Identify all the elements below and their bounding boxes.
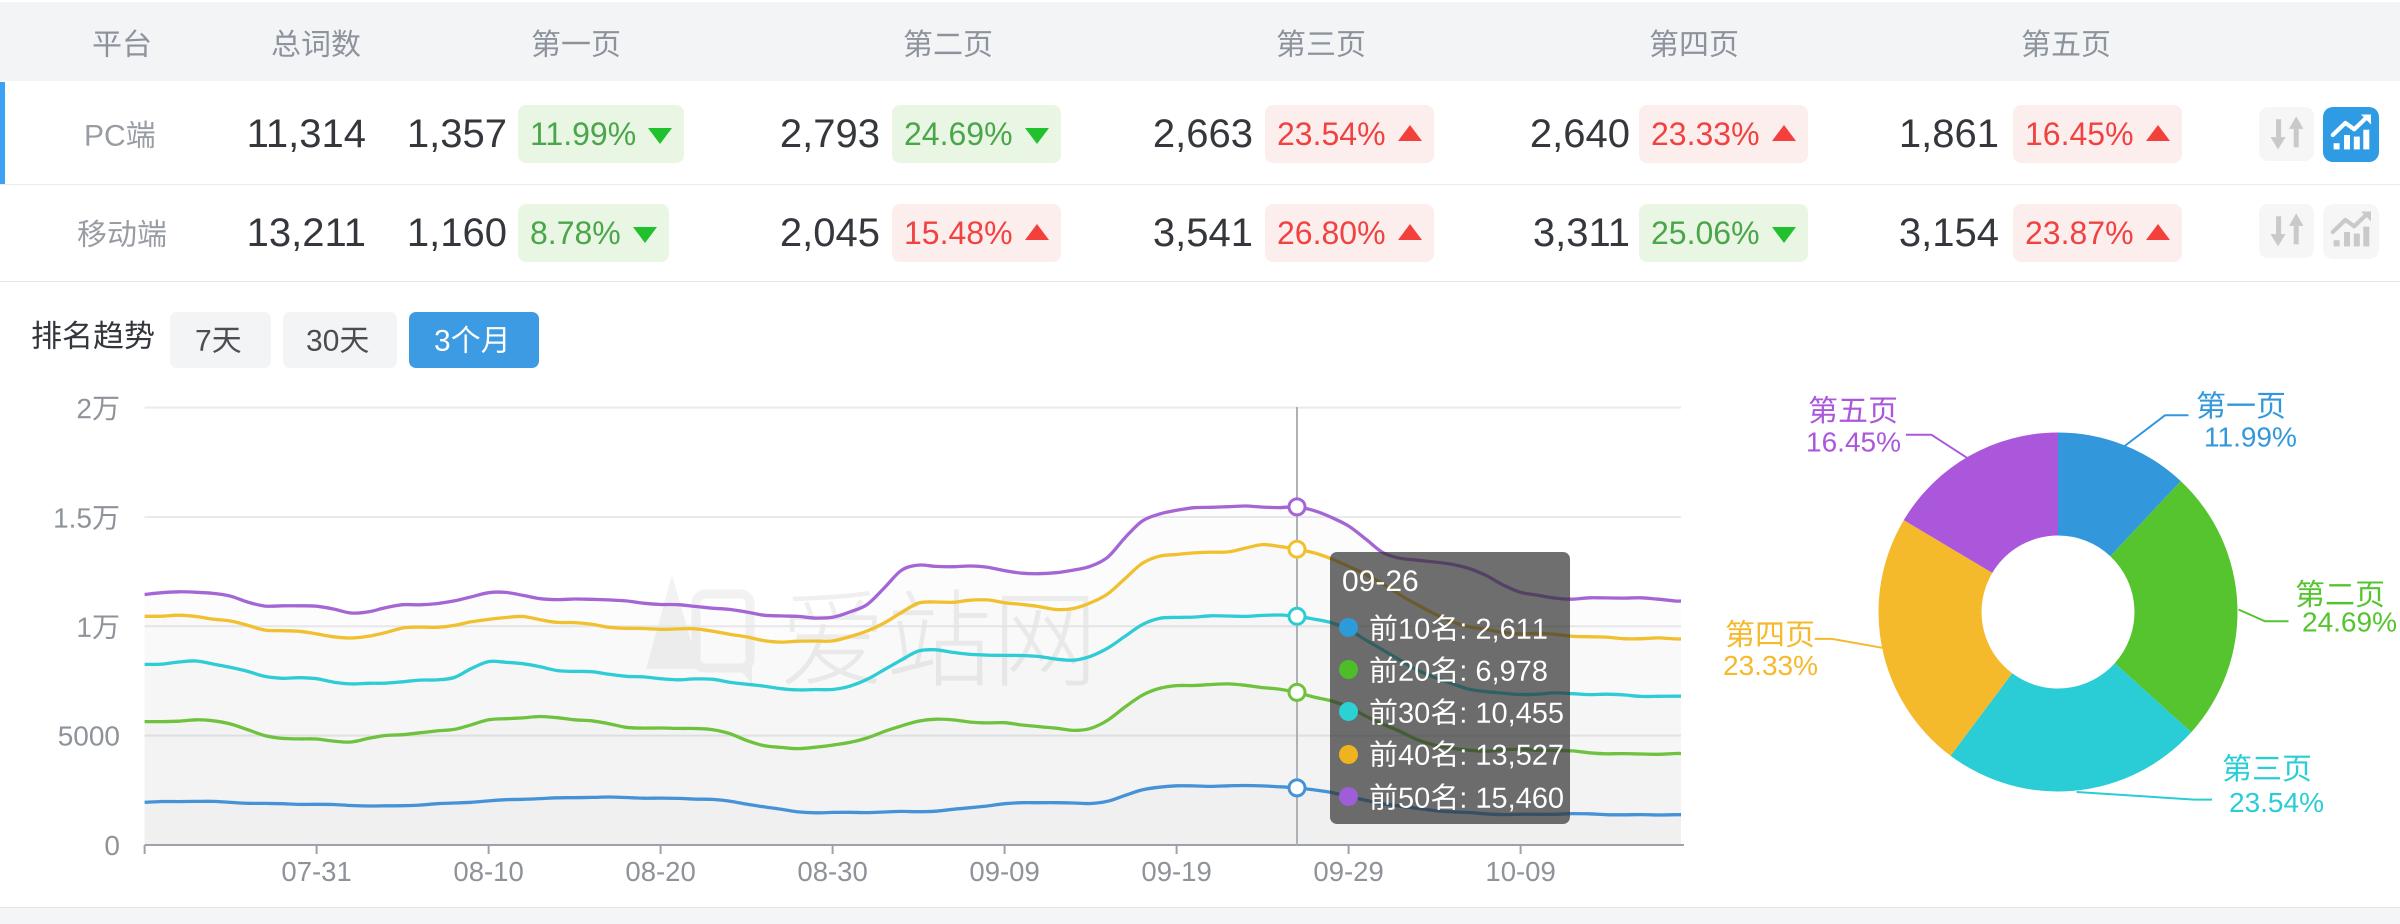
svg-text:08-10: 08-10 (453, 856, 523, 887)
svg-text:09-19: 09-19 (1141, 856, 1211, 887)
svg-text:11.99%: 11.99% (2204, 421, 2297, 452)
svg-text:16.45%: 16.45% (1806, 426, 1901, 457)
svg-text:10-09: 10-09 (1485, 856, 1555, 887)
svg-text:23.54%: 23.54% (2229, 787, 2324, 818)
svg-text:07-31: 07-31 (281, 856, 351, 887)
svg-text:24.69%: 24.69% (2302, 607, 2397, 638)
svg-text:23.33%: 23.33% (1723, 650, 1818, 681)
svg-text:5000: 5000 (58, 720, 120, 751)
svg-text:08-20: 08-20 (625, 856, 695, 887)
svg-text:09-29: 09-29 (1313, 856, 1383, 887)
svg-text:09-09: 09-09 (969, 856, 1039, 887)
svg-text:08-30: 08-30 (797, 856, 867, 887)
svg-text:0: 0 (104, 830, 120, 861)
